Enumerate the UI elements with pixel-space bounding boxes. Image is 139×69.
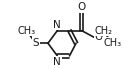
Text: CH₃: CH₃ <box>17 26 35 36</box>
Text: CH₂: CH₂ <box>94 26 112 36</box>
Text: CH₃: CH₃ <box>103 38 121 48</box>
Text: N: N <box>54 57 61 67</box>
Text: S: S <box>33 38 39 48</box>
Text: O: O <box>78 2 86 12</box>
Text: N: N <box>54 20 61 30</box>
Text: O: O <box>95 32 103 42</box>
